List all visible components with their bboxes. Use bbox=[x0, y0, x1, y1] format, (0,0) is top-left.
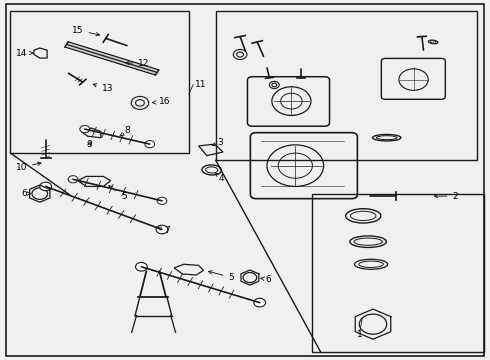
Circle shape bbox=[40, 182, 51, 191]
Text: 13: 13 bbox=[93, 84, 113, 93]
Text: 11: 11 bbox=[196, 80, 207, 89]
Text: 14: 14 bbox=[16, 49, 33, 58]
Text: 6: 6 bbox=[260, 275, 271, 284]
Text: 3: 3 bbox=[212, 138, 223, 147]
Circle shape bbox=[145, 140, 155, 148]
Circle shape bbox=[254, 298, 266, 307]
Circle shape bbox=[156, 225, 168, 234]
Text: 12: 12 bbox=[125, 59, 149, 68]
Text: 5: 5 bbox=[109, 186, 127, 201]
Text: 5: 5 bbox=[209, 271, 234, 282]
Text: 9: 9 bbox=[87, 140, 93, 149]
Circle shape bbox=[157, 197, 167, 204]
Circle shape bbox=[136, 262, 147, 271]
Text: 8: 8 bbox=[120, 126, 131, 136]
Circle shape bbox=[80, 126, 90, 133]
Text: 6: 6 bbox=[21, 189, 30, 198]
Circle shape bbox=[68, 176, 78, 183]
Text: 1: 1 bbox=[357, 330, 363, 339]
Text: 16: 16 bbox=[152, 97, 170, 106]
Text: 4: 4 bbox=[216, 173, 224, 183]
Text: 2: 2 bbox=[435, 192, 458, 201]
Text: 10: 10 bbox=[16, 162, 41, 172]
Text: 15: 15 bbox=[72, 26, 99, 36]
Text: 7: 7 bbox=[158, 226, 170, 235]
